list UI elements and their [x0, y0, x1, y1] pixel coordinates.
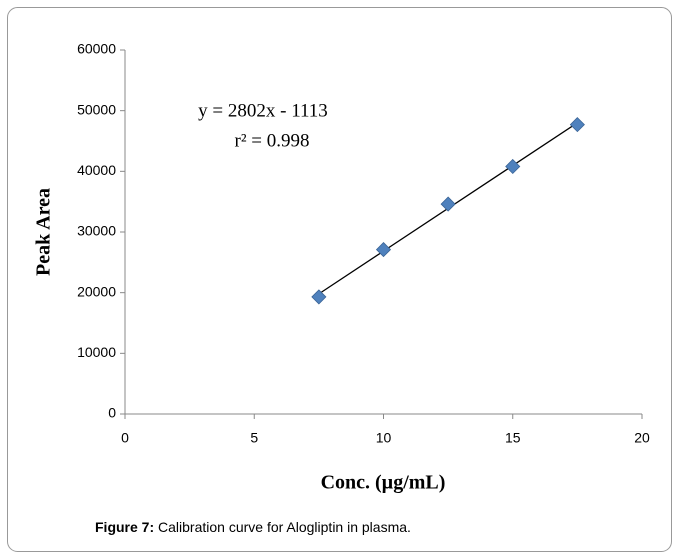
- data-point: [569, 117, 585, 133]
- data-point: [440, 196, 456, 212]
- data-point: [505, 158, 521, 175]
- caption-text: Calibration curve for Alogliptin in plas…: [154, 519, 411, 535]
- caption-label: Figure 7:: [95, 519, 154, 535]
- y-axis-label: Peak Area: [33, 188, 55, 276]
- caption: Figure 7: Calibration curve for Aloglipt…: [95, 519, 411, 535]
- r-squared: r² = 0.998: [235, 130, 310, 151]
- y-tick-label: 40000: [77, 162, 116, 178]
- y-tick-label: 0: [108, 405, 116, 421]
- y-tick-label: 30000: [77, 223, 116, 239]
- equation: y = 2802x - 1113: [198, 100, 328, 121]
- y-tick-label: 20000: [77, 283, 116, 299]
- x-tick-label: 5: [250, 430, 258, 446]
- y-tick-label: 50000: [77, 101, 116, 117]
- x-axis-label: Conc. (µg/mL): [321, 472, 446, 494]
- data-point: [375, 242, 392, 258]
- x-tick-label: 20: [634, 430, 650, 446]
- x-tick-label: 0: [121, 430, 129, 446]
- y-tick-label: 10000: [77, 344, 116, 360]
- x-tick-label: 10: [376, 430, 392, 446]
- data-point: [311, 289, 327, 305]
- x-tick-label: 15: [505, 430, 521, 446]
- y-tick-label: 60000: [77, 41, 116, 57]
